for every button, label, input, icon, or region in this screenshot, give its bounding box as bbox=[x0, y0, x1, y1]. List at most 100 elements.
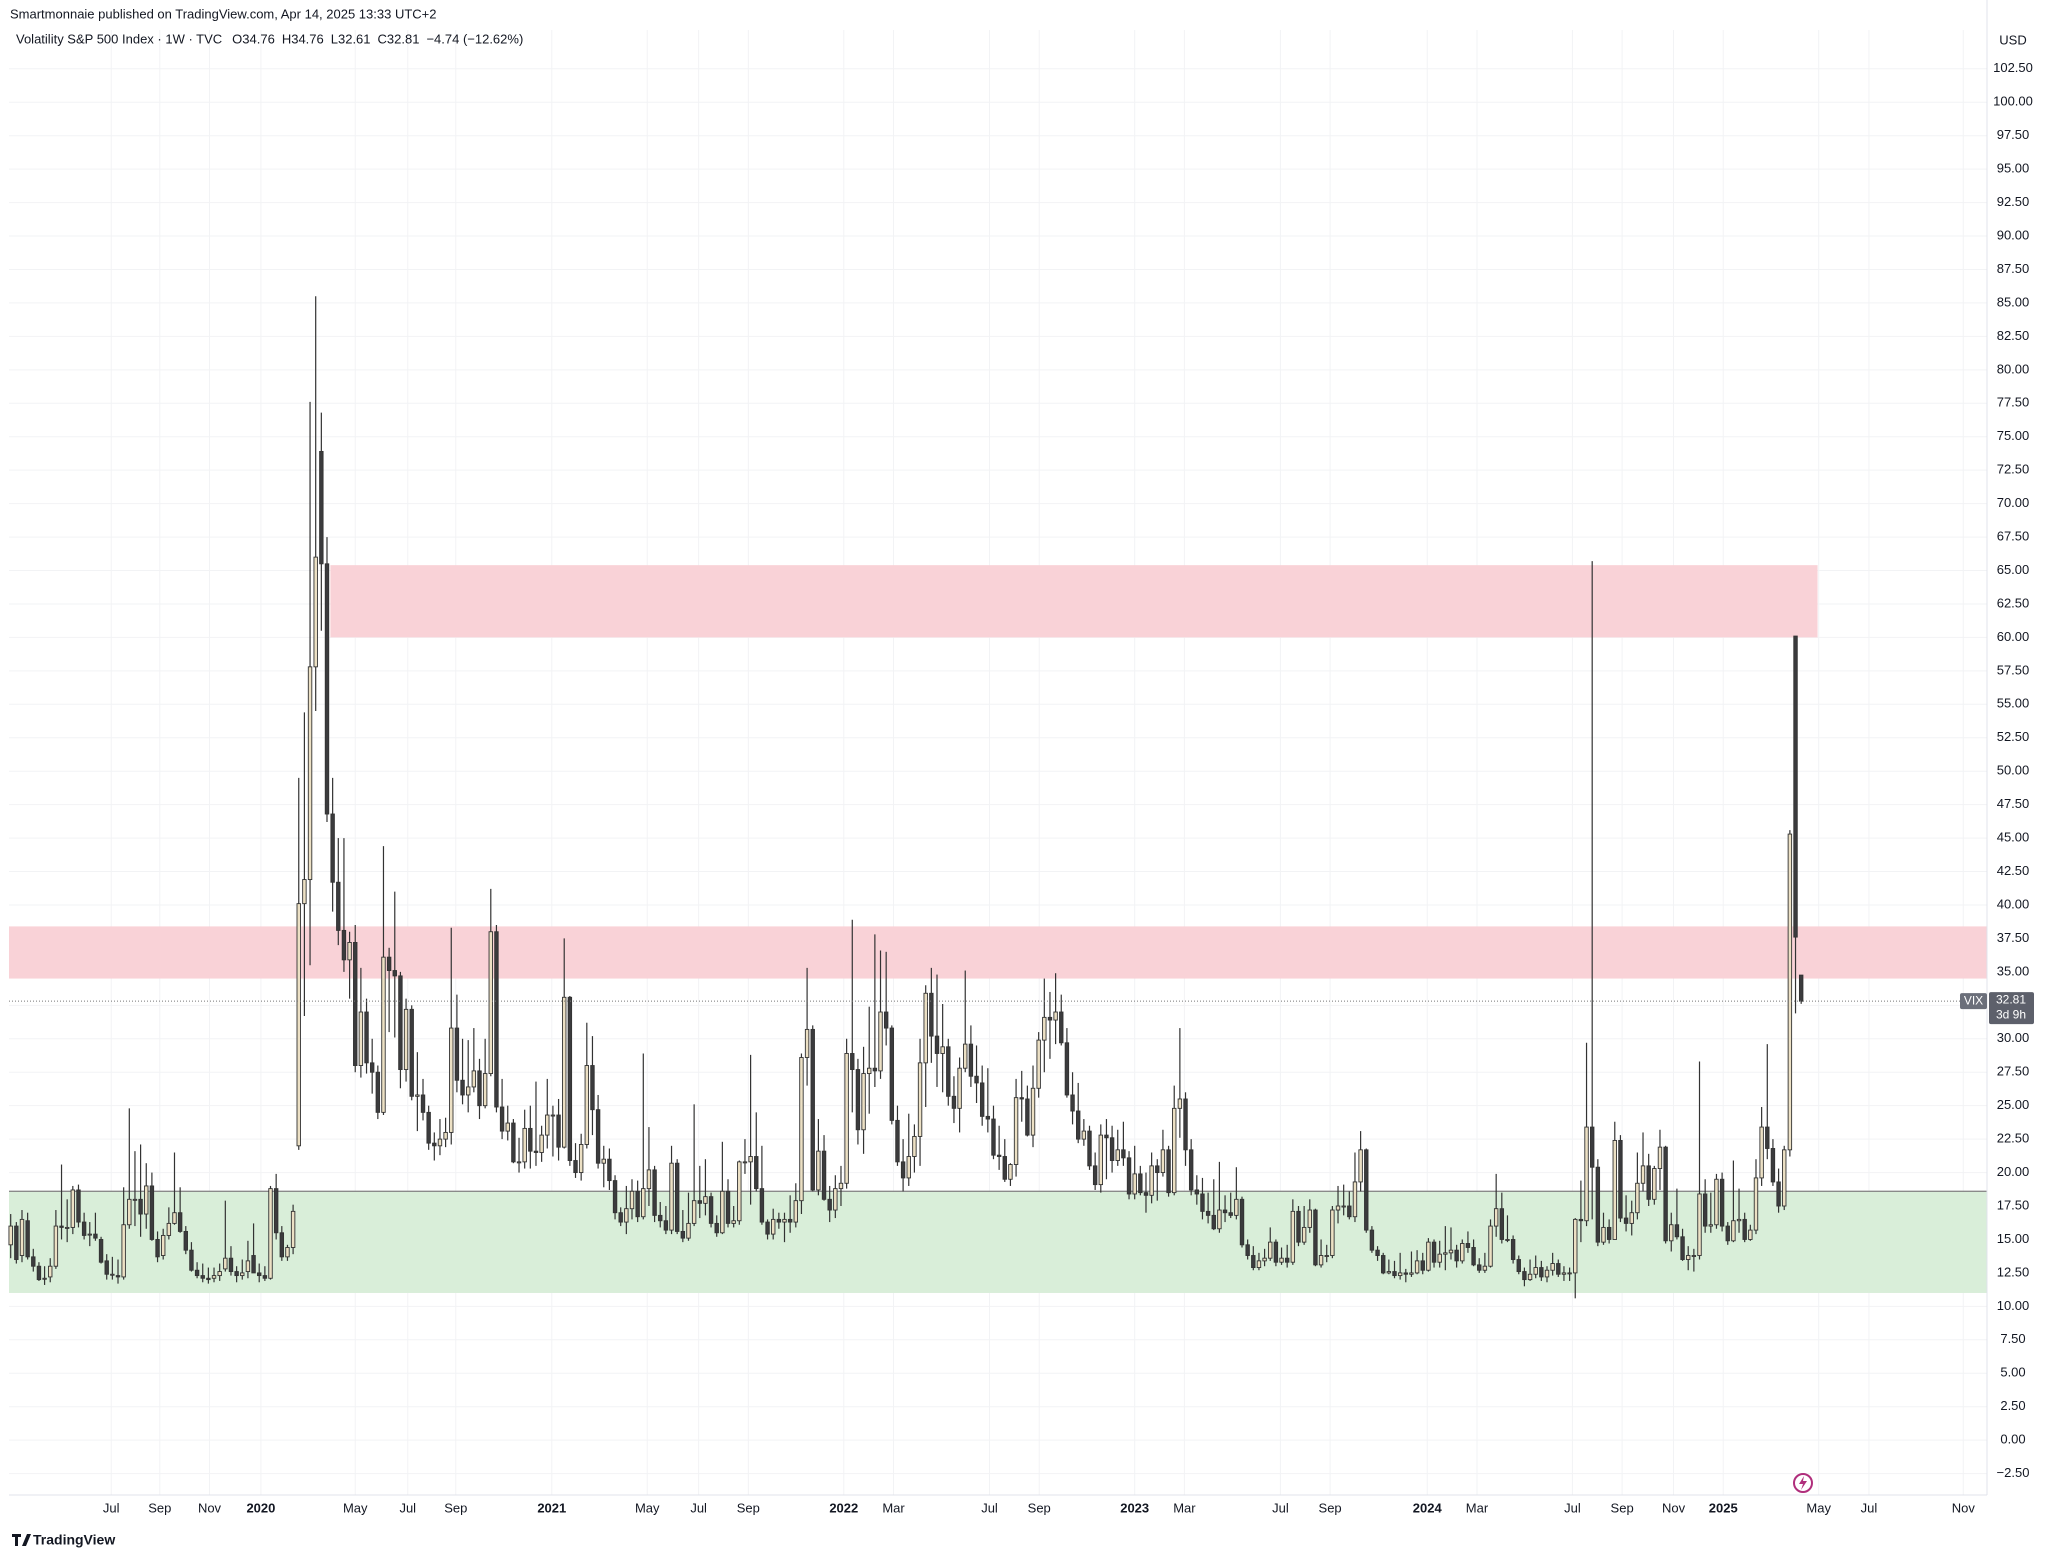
candle-body bbox=[883, 1011, 889, 1029]
candle-body bbox=[268, 1188, 273, 1279]
candle-body bbox=[166, 1222, 172, 1236]
y-tick-label: 47.50 bbox=[1997, 796, 2030, 811]
y-tick-label: 62.50 bbox=[1997, 595, 2030, 610]
candle-body bbox=[364, 1011, 369, 1064]
candle-body bbox=[1584, 1126, 1589, 1222]
candle-body bbox=[1669, 1224, 1674, 1242]
x-tick-label: 2025 bbox=[1709, 1500, 1738, 1515]
y-tick-label: 52.50 bbox=[1997, 729, 2030, 744]
candle-body bbox=[375, 1071, 381, 1113]
candle-body bbox=[1284, 1257, 1290, 1263]
candle-body bbox=[1301, 1226, 1307, 1243]
x-tick-label: Sep bbox=[1319, 1500, 1342, 1515]
y-tick-label: 82.50 bbox=[1997, 328, 2030, 343]
candle-body bbox=[177, 1212, 183, 1232]
candle-body bbox=[471, 1070, 477, 1088]
x-tick-label: Jul bbox=[103, 1500, 120, 1515]
candle-body bbox=[183, 1230, 188, 1251]
candle-body bbox=[641, 1188, 646, 1218]
candle-body bbox=[1138, 1173, 1143, 1194]
candle-body bbox=[1019, 1097, 1024, 1100]
candle-body bbox=[251, 1255, 256, 1274]
candle-body bbox=[1403, 1272, 1409, 1275]
candle-body bbox=[658, 1214, 663, 1222]
candle-body bbox=[499, 1106, 505, 1132]
candle-body bbox=[1567, 1272, 1572, 1275]
y-tick-label: −2.50 bbox=[1997, 1465, 2030, 1480]
y-tick-label: 67.50 bbox=[1997, 529, 2030, 544]
zone bbox=[9, 1191, 1987, 1293]
candle-body bbox=[1104, 1134, 1109, 1139]
y-tick-label: 40.00 bbox=[1997, 896, 2030, 911]
candle-body bbox=[850, 1053, 855, 1070]
candle-body bbox=[686, 1222, 691, 1239]
y-tick-label: 25.00 bbox=[1997, 1097, 2030, 1112]
candle-body bbox=[1544, 1269, 1550, 1278]
candle-body bbox=[358, 1011, 364, 1066]
candle-body bbox=[290, 1210, 296, 1248]
candle-body bbox=[1618, 1140, 1623, 1219]
zones bbox=[9, 565, 1987, 1293]
candle-body bbox=[211, 1275, 217, 1279]
candle-body bbox=[1527, 1273, 1533, 1281]
candle-body bbox=[494, 931, 499, 1108]
candle-body bbox=[104, 1260, 109, 1275]
candle-body bbox=[1251, 1255, 1256, 1269]
y-tick-label: 65.00 bbox=[1997, 562, 2030, 577]
candle-body bbox=[1364, 1149, 1369, 1231]
candle-body bbox=[1239, 1198, 1245, 1246]
candle-body bbox=[1121, 1149, 1126, 1159]
candle-body bbox=[1578, 1218, 1584, 1222]
candle-body bbox=[1686, 1255, 1691, 1260]
candle-body bbox=[584, 1065, 590, 1145]
candle-body bbox=[1375, 1249, 1380, 1256]
candle-body bbox=[765, 1221, 770, 1235]
candle-body bbox=[1076, 1110, 1081, 1140]
candle-body bbox=[1296, 1210, 1301, 1243]
x-tick-label: Mar bbox=[882, 1500, 905, 1515]
candle-body bbox=[754, 1156, 759, 1190]
candle-body bbox=[1143, 1192, 1149, 1196]
candle-body bbox=[1200, 1193, 1205, 1212]
candle-body bbox=[816, 1150, 821, 1191]
candle-body bbox=[787, 1218, 793, 1223]
candle-body bbox=[861, 1073, 866, 1131]
y-tick-label: 5.00 bbox=[2000, 1365, 2025, 1380]
candle-body bbox=[76, 1189, 81, 1223]
candle-body bbox=[804, 1028, 810, 1058]
candle-body bbox=[1087, 1130, 1092, 1167]
candle-body bbox=[1787, 833, 1793, 1151]
candle-body bbox=[460, 1079, 465, 1096]
candle-body bbox=[612, 1180, 618, 1214]
y-tick-label: 55.00 bbox=[1997, 696, 2030, 711]
candle-body bbox=[347, 941, 352, 961]
candle-body bbox=[87, 1233, 92, 1236]
x-tick-label: Sep bbox=[1028, 1500, 1051, 1515]
y-tick-label: 92.50 bbox=[1997, 194, 2030, 209]
candle-body bbox=[36, 1265, 42, 1281]
candle-body bbox=[1782, 1149, 1787, 1207]
candle-body bbox=[708, 1196, 714, 1224]
y-tick-label: 97.50 bbox=[1997, 127, 2030, 142]
icon-ring bbox=[1793, 1473, 1813, 1493]
symbol-badge-text: VIX bbox=[1964, 993, 1983, 1007]
axes: −2.50 0.00 2.50 5.00 7.50 10.00 12.50 15.00 17.5… bbox=[9, 0, 2034, 1515]
icon-bolt bbox=[1799, 1476, 1807, 1490]
candle-body bbox=[1273, 1241, 1279, 1263]
candle-body bbox=[1222, 1209, 1228, 1214]
y-tick-label: 42.50 bbox=[1997, 863, 2030, 878]
candle-body bbox=[194, 1269, 200, 1277]
candle-body bbox=[240, 1272, 245, 1277]
candle-body bbox=[1307, 1209, 1312, 1228]
x-tick-label: 2022 bbox=[829, 1500, 858, 1515]
candle-body bbox=[132, 1198, 138, 1201]
candle-body bbox=[974, 1075, 979, 1084]
candle-body bbox=[1268, 1241, 1273, 1259]
candle-body bbox=[674, 1162, 680, 1232]
candle-body bbox=[1008, 1164, 1013, 1180]
candle-body bbox=[1205, 1210, 1211, 1216]
x-tick-label: Sep bbox=[1611, 1500, 1634, 1515]
countdown-text: 3d 9h bbox=[1996, 1007, 2026, 1021]
y-tick-label: 80.00 bbox=[1997, 361, 2030, 376]
candle-body bbox=[1493, 1208, 1499, 1227]
